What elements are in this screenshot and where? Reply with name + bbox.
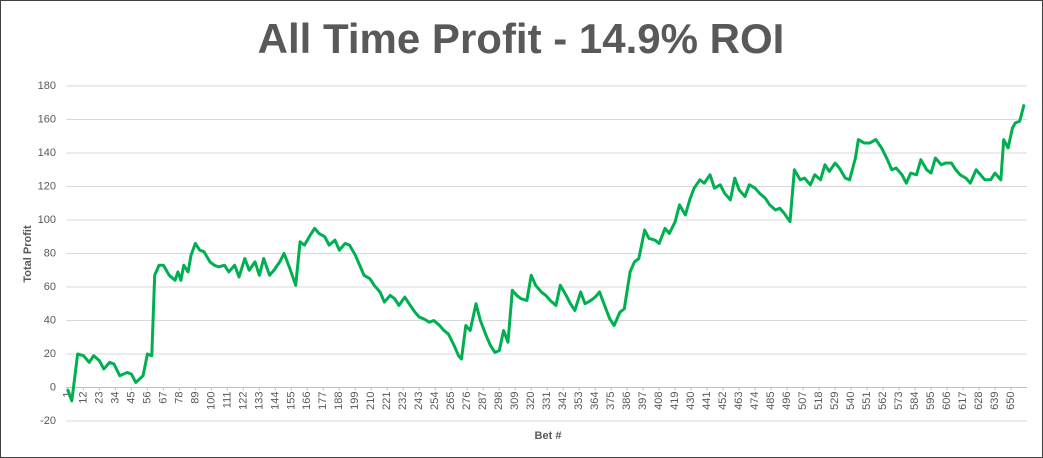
x-tick-label: 430: [685, 392, 697, 410]
y-tick-label: 60: [44, 281, 56, 293]
x-tick-label: 210: [365, 392, 377, 410]
x-tick-label: 441: [701, 392, 713, 410]
x-tick-label: 122: [237, 392, 249, 410]
x-tick-label: 331: [541, 392, 553, 410]
x-tick-label: 1: [61, 392, 73, 398]
x-tick-label: 78: [173, 392, 185, 404]
x-tick-label: 353: [573, 392, 585, 410]
x-tick-label: 562: [877, 392, 889, 410]
chart-title: All Time Profit - 14.9% ROI: [258, 15, 785, 62]
x-tick-label: 45: [125, 392, 137, 404]
profit-line: [66, 104, 1026, 403]
x-tick-label: 617: [957, 392, 969, 410]
y-tick-label: 160: [38, 113, 56, 125]
x-tick-label: 573: [893, 392, 905, 410]
x-tick-label: 155: [285, 392, 297, 410]
x-tick-label: 485: [765, 392, 777, 410]
x-tick-label: 397: [637, 392, 649, 410]
x-tick-label: 551: [861, 392, 873, 410]
y-tick-label: 80: [44, 247, 56, 259]
y-tick-label: 140: [38, 147, 56, 159]
x-tick-label: 507: [797, 392, 809, 410]
x-tick-label: 133: [253, 392, 265, 410]
x-tick-label: 23: [93, 392, 105, 404]
x-tick-label: 364: [589, 392, 601, 410]
x-tick-label: 188: [333, 392, 345, 410]
x-tick-label: 12: [77, 392, 89, 404]
x-tick-label: 100: [205, 392, 217, 410]
x-tick-label: 254: [429, 392, 441, 410]
y-tick-label: -20: [40, 415, 56, 427]
x-tick-label: 463: [733, 392, 745, 410]
x-tick-label: 386: [621, 392, 633, 410]
x-tick-label: 650: [1005, 392, 1017, 410]
x-tick-label: 56: [141, 392, 153, 404]
x-tick-label: 265: [445, 392, 457, 410]
x-tick-label: 144: [269, 392, 281, 410]
x-tick-label: 232: [397, 392, 409, 410]
y-tick-label: 40: [44, 314, 56, 326]
x-tick-label: 606: [941, 392, 953, 410]
x-tick-label: 639: [989, 392, 1001, 410]
grid: -20 0 20 40 60 80 100 120 140 160 180 1 12 23 34 45 56 67…: [38, 80, 1027, 427]
x-tick-label: 496: [781, 392, 793, 410]
x-tick-label: 67: [157, 392, 169, 404]
plot: [66, 104, 1026, 403]
x-tick-label: 287: [477, 392, 489, 410]
x-tick-label: 529: [829, 392, 841, 410]
x-tick-label: 419: [669, 392, 681, 410]
x-tick-label: 309: [509, 392, 521, 410]
x-tick-label: 34: [109, 392, 121, 404]
x-tick-label: 276: [461, 392, 473, 410]
x-tick-label: 221: [381, 392, 393, 410]
y-tick-label: 180: [38, 80, 56, 92]
x-tick-label: 166: [301, 392, 313, 410]
x-tick-label: 408: [653, 392, 665, 410]
x-tick-label: 320: [525, 392, 537, 410]
x-tick-label: 298: [493, 392, 505, 410]
x-tick-label: 628: [973, 392, 985, 410]
x-tick-label: 243: [413, 392, 425, 410]
x-axis-title: Bet #: [535, 430, 562, 442]
x-tick-label: 89: [189, 392, 201, 404]
y-tick-label: 0: [50, 381, 56, 393]
y-tick-label: 100: [38, 214, 56, 226]
x-tick-label: 375: [605, 392, 617, 410]
x-tick-label: 111: [221, 392, 233, 409]
x-tick-label: 595: [925, 392, 937, 410]
y-tick-label: 20: [44, 348, 56, 360]
x-tick-label: 452: [717, 392, 729, 410]
x-tick-label: 474: [749, 392, 761, 410]
x-tick-label: 518: [813, 392, 825, 410]
x-tick-label: 342: [557, 392, 569, 410]
y-tick-label: 120: [38, 180, 56, 192]
x-tick-label: 199: [349, 392, 361, 410]
x-tick-label: 177: [317, 392, 329, 410]
y-axis-title: Total Profit: [22, 225, 34, 283]
x-tick-label: 584: [909, 392, 921, 410]
x-tick-label: 540: [845, 392, 857, 410]
